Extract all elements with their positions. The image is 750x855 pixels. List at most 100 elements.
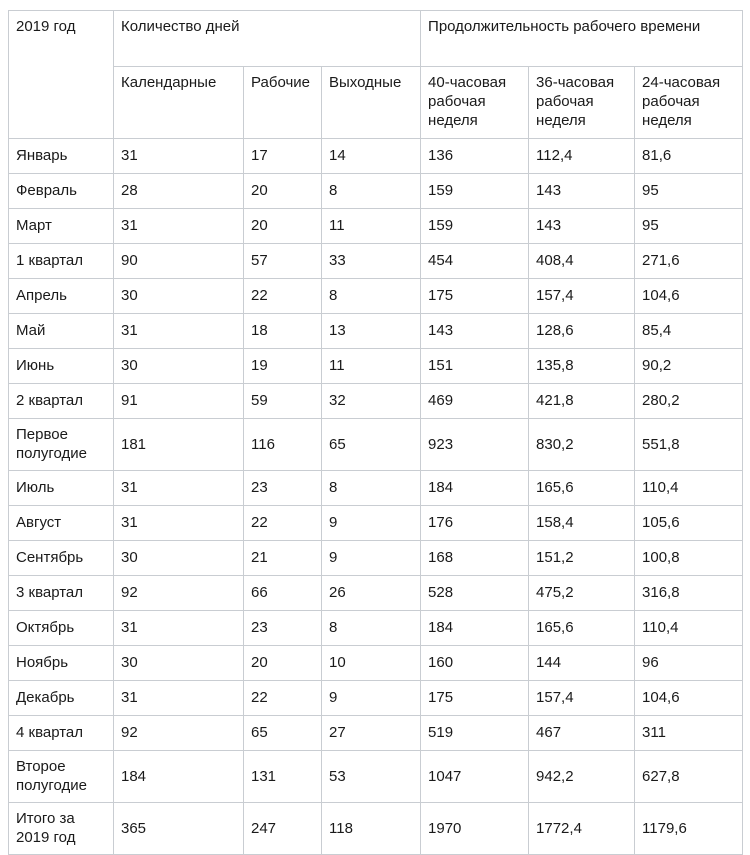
row-period-label: Второе полугодие — [8, 750, 114, 804]
row-period-label: Июль — [8, 470, 114, 507]
cell-24-hour-week: 104,6 — [634, 680, 744, 717]
cell-days-off: 11 — [320, 208, 422, 244]
cell-working-days: 23 — [243, 470, 322, 507]
cell-24-hour-week: 85,4 — [634, 313, 744, 349]
cell-days-off: 11 — [320, 348, 422, 384]
cell-24-hour-week: 627,8 — [634, 750, 744, 804]
cell-days-off: 118 — [320, 802, 422, 855]
cell-36-hour-week: 467 — [528, 715, 636, 752]
cell-working-days: 131 — [243, 750, 322, 804]
cell-calendar-days: 30 — [113, 645, 244, 682]
cell-24-hour-week: 105,6 — [634, 505, 744, 542]
cell-working-days: 59 — [243, 383, 322, 419]
cell-24-hour-week: 90,2 — [634, 348, 744, 384]
row-period-label: Ноябрь — [8, 645, 114, 682]
cell-36-hour-week: 144 — [528, 645, 636, 682]
cell-24-hour-week: 104,6 — [634, 278, 744, 314]
cell-36-hour-week: 165,6 — [528, 610, 636, 647]
cell-calendar-days: 184 — [113, 750, 244, 804]
table-row: 2 квартал 91 59 32 469 421,8 280,2 — [8, 383, 744, 419]
cell-36-hour-week: 1772,4 — [528, 802, 636, 855]
table-row: Апрель 30 22 8 175 157,4 104,6 — [8, 278, 744, 314]
cell-40-hour-week: 923 — [420, 417, 530, 472]
row-period-label: 1 квартал — [8, 243, 114, 279]
header-year-corner: 2019 год — [8, 10, 114, 139]
cell-days-off: 9 — [320, 680, 422, 717]
cell-days-off: 27 — [320, 715, 422, 752]
cell-40-hour-week: 176 — [420, 505, 530, 542]
cell-days-off: 13 — [320, 313, 422, 349]
cell-calendar-days: 28 — [113, 173, 244, 209]
cell-days-off: 65 — [320, 417, 422, 472]
table-row: Второе полугодие 184 131 53 1047 942,2 627,8 — [8, 750, 744, 804]
cell-calendar-days: 31 — [113, 138, 244, 174]
row-period-label: Октябрь — [8, 610, 114, 647]
cell-days-off: 9 — [320, 505, 422, 542]
cell-working-days: 116 — [243, 417, 322, 472]
work-calendar-table: 2019 год Количество дней Продолжительнос… — [8, 10, 744, 855]
cell-working-days: 18 — [243, 313, 322, 349]
table-row: Октябрь 31 23 8 184 165,6 110,4 — [8, 610, 744, 647]
cell-calendar-days: 31 — [113, 505, 244, 542]
cell-40-hour-week: 159 — [420, 173, 530, 209]
cell-calendar-days: 92 — [113, 715, 244, 752]
row-period-label: Март — [8, 208, 114, 244]
table-row: Июль 31 23 8 184 165,6 110,4 — [8, 470, 744, 507]
cell-40-hour-week: 519 — [420, 715, 530, 752]
cell-working-days: 57 — [243, 243, 322, 279]
row-period-label: 4 квартал — [8, 715, 114, 752]
header-row-groups: 2019 год Количество дней Продолжительнос… — [8, 10, 744, 139]
cell-40-hour-week: 175 — [420, 278, 530, 314]
row-period-label: 2 квартал — [8, 383, 114, 419]
cell-24-hour-week: 551,8 — [634, 417, 744, 472]
cell-calendar-days: 31 — [113, 313, 244, 349]
cell-40-hour-week: 454 — [420, 243, 530, 279]
cell-days-off: 53 — [320, 750, 422, 804]
table-row: Итого за 2019 год 365 247 118 1970 1772,4 1179… — [8, 802, 744, 855]
header-40-hour-week: 40-часовая рабочая неделя — [420, 66, 530, 139]
table-header: 2019 год Количество дней Продолжительнос… — [8, 10, 744, 139]
header-days-off: Выходные — [320, 66, 422, 139]
cell-36-hour-week: 143 — [528, 173, 636, 209]
table-row: Май 31 18 13 143 128,6 85,4 — [8, 313, 744, 349]
cell-36-hour-week: 143 — [528, 208, 636, 244]
cell-working-days: 20 — [243, 645, 322, 682]
cell-36-hour-week: 112,4 — [528, 138, 636, 174]
cell-24-hour-week: 96 — [634, 645, 744, 682]
cell-calendar-days: 31 — [113, 610, 244, 647]
cell-24-hour-week: 316,8 — [634, 575, 744, 612]
cell-36-hour-week: 408,4 — [528, 243, 636, 279]
cell-working-days: 22 — [243, 680, 322, 717]
row-period-label: Декабрь — [8, 680, 114, 717]
cell-working-days: 23 — [243, 610, 322, 647]
header-24-hour-week: 24-часовая рабочая неделя — [634, 66, 744, 139]
cell-calendar-days: 31 — [113, 680, 244, 717]
header-group-work-time: Продолжительность рабочего времени — [420, 10, 744, 67]
cell-40-hour-week: 151 — [420, 348, 530, 384]
table-row: 1 квартал 90 57 33 454 408,4 271,6 — [8, 243, 744, 279]
cell-40-hour-week: 469 — [420, 383, 530, 419]
table-row: Сентябрь 30 21 9 168 151,2 100,8 — [8, 540, 744, 577]
cell-24-hour-week: 95 — [634, 208, 744, 244]
table-row: Первое полугодие 181 116 65 923 830,2 551,8 — [8, 417, 744, 472]
cell-40-hour-week: 1047 — [420, 750, 530, 804]
header-calendar-days: Календарные — [113, 66, 244, 139]
cell-24-hour-week: 110,4 — [634, 610, 744, 647]
row-period-label: Первое полугодие — [8, 417, 114, 472]
cell-36-hour-week: 151,2 — [528, 540, 636, 577]
cell-40-hour-week: 160 — [420, 645, 530, 682]
header-row-subheads: Календарные Рабочие Выходные 40-часовая … — [9, 66, 744, 139]
cell-40-hour-week: 184 — [420, 470, 530, 507]
cell-days-off: 8 — [320, 278, 422, 314]
cell-36-hour-week: 135,8 — [528, 348, 636, 384]
cell-working-days: 20 — [243, 173, 322, 209]
cell-days-off: 8 — [320, 470, 422, 507]
cell-calendar-days: 181 — [113, 417, 244, 472]
cell-days-off: 10 — [320, 645, 422, 682]
row-period-label: Январь — [8, 138, 114, 174]
cell-calendar-days: 30 — [113, 278, 244, 314]
cell-36-hour-week: 158,4 — [528, 505, 636, 542]
cell-36-hour-week: 421,8 — [528, 383, 636, 419]
cell-working-days: 247 — [243, 802, 322, 855]
table-row: Июнь 30 19 11 151 135,8 90,2 — [8, 348, 744, 384]
